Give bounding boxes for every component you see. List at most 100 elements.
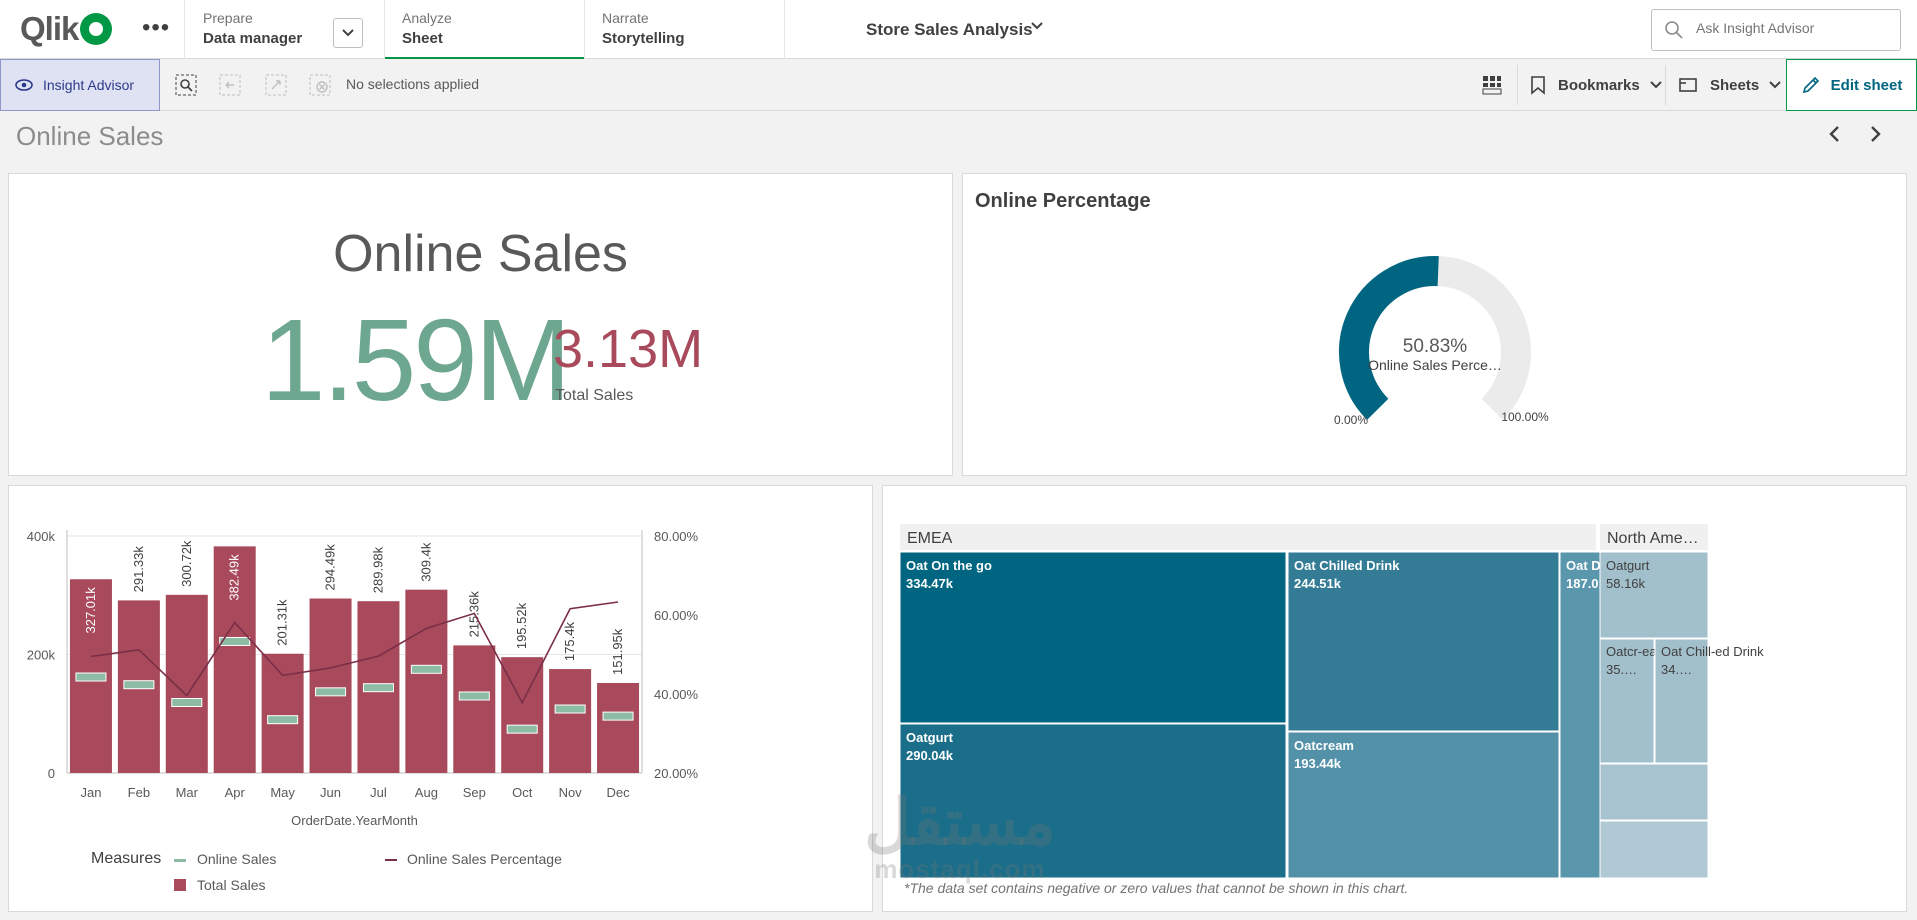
bookmarks-button[interactable]: Bookmarks xyxy=(1530,59,1662,111)
step-back-icon[interactable] xyxy=(218,73,242,97)
gauge-value-label: 50.83% xyxy=(1403,336,1468,357)
tab-analyze-bottom: Sheet xyxy=(402,30,443,47)
sheets-label: Sheets xyxy=(1710,76,1760,94)
chevron-down-icon xyxy=(1769,81,1781,89)
divider xyxy=(1665,65,1666,105)
smart-search-icon[interactable] xyxy=(174,73,198,97)
previous-sheet-icon[interactable] xyxy=(1828,124,1842,150)
step-forward-icon[interactable] xyxy=(264,73,288,97)
online-sales-marker xyxy=(554,704,586,714)
gauge-min-label: 0.00% xyxy=(1334,413,1368,427)
bar xyxy=(405,589,448,773)
tab-analyze-top: Analyze xyxy=(402,10,452,26)
grid-view-icon[interactable] xyxy=(1480,73,1504,97)
bar xyxy=(549,669,592,773)
insight-advisor-button[interactable]: Insight Advisor xyxy=(0,59,160,111)
online-sales-marker xyxy=(219,636,251,646)
treemap-cell-name: Oat On the go xyxy=(906,558,992,573)
bookmark-icon xyxy=(1531,76,1545,95)
eye-icon xyxy=(15,79,33,91)
online-sales-marker xyxy=(362,683,394,693)
bar xyxy=(597,682,640,773)
more-dots-icon[interactable]: ••• xyxy=(142,14,171,41)
toolbar: Insight Advisor No selections applied Bo… xyxy=(0,59,1917,111)
treemap-cell xyxy=(1599,551,1709,639)
prepare-dropdown-button[interactable] xyxy=(333,18,363,48)
bar xyxy=(165,594,208,773)
next-sheet-icon[interactable] xyxy=(1868,124,1882,150)
online-sales-marker xyxy=(171,697,203,707)
tab-narrate-top: Narrate xyxy=(602,10,649,26)
divider xyxy=(1517,65,1518,105)
y2-tick-label: 60.00% xyxy=(654,608,699,623)
treemap-group-label: North Ame… xyxy=(1607,530,1699,547)
bar-value-label: 294.49k xyxy=(323,544,338,591)
bar-value-label: 195.52k xyxy=(514,602,529,649)
bar-value-label: 327.01k xyxy=(83,587,98,634)
logo-mark-icon xyxy=(80,13,113,45)
legend-percentage-swatch xyxy=(385,859,397,861)
y-tick-label: 200k xyxy=(27,648,56,663)
bar xyxy=(261,653,304,773)
treemap-cell-name: Oatcr-eam xyxy=(1606,644,1667,659)
kpi-panel[interactable]: Online Sales 1.59M 3.13M Total Sales xyxy=(8,173,953,476)
y-tick-label: 0 xyxy=(48,766,55,781)
treemap-group-header xyxy=(1600,524,1708,550)
bar-value-label: 175.4k xyxy=(562,622,577,662)
search-input[interactable] xyxy=(1696,20,1886,36)
bookmarks-label: Bookmarks xyxy=(1558,76,1640,94)
x-tick-label: Feb xyxy=(128,785,150,800)
chevron-down-icon[interactable] xyxy=(1030,18,1044,36)
y-tick-label: 400k xyxy=(27,529,56,544)
tab-prepare-top: Prepare xyxy=(203,10,253,26)
gauge-title: Online Percentage xyxy=(975,190,1151,212)
treemap-panel[interactable]: EMEA North Ame… Oat On the go 334.47k Oa… xyxy=(882,485,1907,912)
bar-value-label: 201.31k xyxy=(275,599,290,646)
tab-prepare[interactable]: Prepare Data manager xyxy=(203,0,383,59)
clear-selections-icon[interactable] xyxy=(308,73,332,97)
divider xyxy=(584,0,585,59)
treemap-cell-value: 35.… xyxy=(1606,662,1637,677)
chevron-down-icon xyxy=(1649,81,1662,89)
search-icon xyxy=(1665,21,1683,39)
combo-chart-panel[interactable]: 400k 200k 0 80.00% 60.00% 40.00% 20.00% 327.01k… xyxy=(8,485,873,912)
qlik-logo[interactable]: Qlik xyxy=(20,10,113,48)
insight-search[interactable] xyxy=(1651,9,1901,51)
app-title[interactable]: Store Sales Analysis xyxy=(866,20,1033,39)
bar-value-label: 300.72k xyxy=(179,540,194,587)
bar-value-label: 309.4k xyxy=(418,542,433,582)
treemap-cell-value: 244.51k xyxy=(1294,576,1342,591)
online-sales-marker xyxy=(458,691,490,701)
online-sales-marker xyxy=(315,687,347,697)
x-tick-label: Jul xyxy=(370,785,387,800)
treemap-cell-value: 290.04k xyxy=(906,748,954,763)
bar-value-label: 289.98k xyxy=(370,546,385,593)
bar xyxy=(309,598,352,773)
legend-total-sales: Total Sales xyxy=(197,877,265,893)
percentage-line xyxy=(90,601,619,705)
tab-narrate[interactable]: Narrate Storytelling xyxy=(585,0,784,59)
treemap-cell-value: 34.… xyxy=(1661,662,1692,677)
insight-advisor-label: Insight Advisor xyxy=(43,77,135,93)
divider xyxy=(184,0,185,59)
bar-value-label: 151.95k xyxy=(610,628,625,675)
tab-analyze[interactable]: Analyze Sheet xyxy=(385,0,584,59)
online-sales-marker xyxy=(506,724,538,734)
treemap-cell-name: Oat Chilled Drink xyxy=(1294,558,1400,573)
logo-text: Qlik xyxy=(20,10,79,47)
online-sales-marker xyxy=(75,672,107,682)
x-tick-label: Oct xyxy=(512,785,533,800)
sheets-button[interactable]: Sheets xyxy=(1678,59,1781,111)
gauge-value-arc xyxy=(1339,256,1439,420)
online-sales-marker xyxy=(123,680,155,690)
gauge-panel[interactable]: Online Percentage 50.83% Online Sales Pe… xyxy=(962,173,1907,476)
treemap-group-label: EMEA xyxy=(907,530,953,547)
bar xyxy=(453,645,496,773)
treemap-cell xyxy=(1599,763,1709,821)
legend-online-sales-swatch xyxy=(174,859,186,862)
tab-prepare-bottom: Data manager xyxy=(203,30,303,47)
bar-value-label: 382.49k xyxy=(227,554,242,601)
kpi-secondary-label: Total Sales xyxy=(555,387,634,404)
kpi-secondary-value: 3.13M xyxy=(553,319,704,379)
edit-sheet-button[interactable]: Edit sheet xyxy=(1786,59,1917,111)
